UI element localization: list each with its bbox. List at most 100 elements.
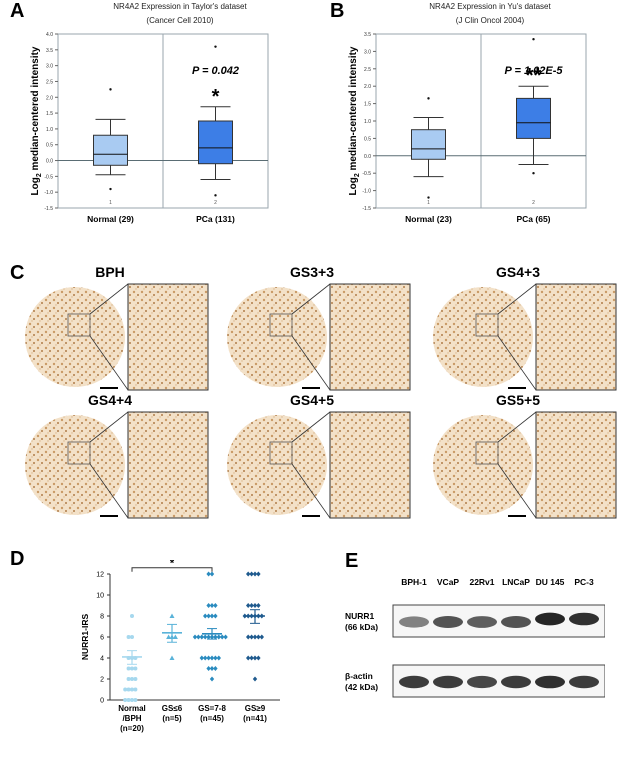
d-point — [256, 571, 261, 577]
e-lane-label: 22Rv1 — [469, 577, 494, 587]
panel-letter-a: A — [10, 0, 25, 22]
b-box — [516, 97, 551, 139]
d-point — [123, 687, 128, 692]
d-point — [130, 687, 134, 692]
e-band — [569, 612, 599, 626]
d-point — [213, 634, 218, 640]
e-band — [399, 675, 429, 689]
e-band — [535, 612, 565, 626]
tma-core-figure — [433, 283, 617, 391]
panel-letter-b: B — [330, 0, 345, 22]
e-band — [433, 675, 463, 689]
tma-core-figure — [25, 283, 209, 391]
e-lane-label: PC-3 — [574, 577, 594, 587]
b-outlier — [532, 38, 535, 41]
tma-core — [433, 415, 533, 515]
a-outlier — [214, 194, 217, 197]
b-ytick-label: 0.5 — [364, 136, 371, 142]
d-point — [252, 655, 258, 661]
e-lane-label: DU 145 — [536, 577, 565, 587]
d-point — [249, 571, 254, 577]
a-ytick-label: 1.5 — [46, 111, 53, 117]
tma-zoom-inset — [535, 411, 617, 519]
d-point — [213, 655, 218, 661]
d-point — [130, 635, 134, 639]
tma-label: GS4+3 — [496, 264, 540, 280]
tma-zoom-line — [497, 335, 537, 391]
tma-zoom-line — [291, 283, 331, 315]
b-group-label: Normal (23) — [405, 214, 452, 224]
e-lane-label: VCaP — [437, 577, 460, 587]
e-band — [535, 675, 565, 689]
d-point — [130, 666, 134, 671]
d-point — [206, 634, 211, 640]
tma-zoom-line — [291, 335, 331, 391]
a-box — [198, 120, 233, 165]
panel-a-subtitle: (Cancer Cell 2010) — [146, 16, 214, 25]
d-point — [126, 687, 131, 692]
d-point — [209, 666, 215, 671]
box-plot-a: -1.5 -1.0 -0.5 0.0 0.5 1.0 1.5 2.0 2.5 3.0 3.5 4.0 L… — [30, 32, 269, 224]
scatter-plot-d: 024681012NURR1-IRSNormal/BPH(n=20)GS≤6(n… — [80, 560, 280, 733]
d-point — [252, 634, 258, 640]
b-index-label: 1 — [427, 200, 430, 206]
d-point — [192, 634, 198, 640]
d-point — [216, 655, 221, 661]
a-ytick-label: 2.0 — [46, 95, 53, 101]
e-blot-membrane — [392, 604, 605, 638]
b-ytick-label: 1.5 — [364, 102, 371, 108]
tma-zoom-inset — [329, 283, 411, 391]
western-blot-e: BPH-1 VCaP 22Rv1 LNCaP DU 145 PC-3 NURR1(66 kD… — [345, 577, 605, 698]
d-category-label: GS≤6 — [162, 704, 183, 713]
d-point — [169, 613, 175, 618]
e-band — [501, 616, 531, 628]
a-ytick-label: 4.0 — [46, 32, 53, 38]
d-point — [206, 603, 211, 608]
d-ytick-label: 8 — [100, 614, 104, 621]
tma-label: GS5+5 — [496, 392, 540, 408]
tma-core — [25, 415, 125, 515]
tma-zoom-line — [89, 283, 129, 315]
d-category-label: (n=45) — [200, 714, 224, 723]
d-point — [213, 603, 218, 608]
b-ytick-label: 2.5 — [364, 67, 371, 73]
a-pvalue: P = 0.042 — [192, 65, 239, 77]
d-point — [209, 603, 215, 608]
tma-zoom-inset — [329, 411, 411, 519]
a-ytick-label: 1.0 — [46, 127, 53, 133]
d-point — [133, 677, 138, 681]
a-index-label: 1 — [109, 200, 112, 206]
tma-label: GS4+4 — [88, 392, 132, 408]
a-ytick-label: -0.5 — [44, 174, 53, 180]
d-point — [126, 677, 131, 681]
d-ytick-label: 6 — [100, 635, 104, 642]
d-point — [130, 614, 134, 618]
d-point — [246, 634, 251, 640]
d-point — [126, 698, 131, 702]
d-point — [256, 655, 261, 661]
b-ytick-label: 1.0 — [364, 119, 371, 125]
tma-roi-box — [475, 441, 499, 465]
d-point — [242, 613, 247, 619]
d-point — [252, 571, 258, 577]
tma-core-figure — [227, 411, 411, 519]
d-point — [133, 687, 138, 692]
b-ytick-label: -1.5 — [362, 206, 371, 212]
a-index-label: 2 — [214, 200, 217, 206]
d-ytick-label: 0 — [100, 698, 104, 705]
tma-core — [227, 287, 327, 387]
tma-roi-box — [269, 313, 293, 337]
tma-zoom-line — [291, 411, 331, 443]
d-point — [249, 634, 254, 640]
d-point — [220, 634, 225, 640]
d-point — [252, 676, 258, 682]
a-ytick-label: 3.5 — [46, 48, 53, 54]
d-point — [169, 655, 175, 660]
d-point — [216, 634, 221, 640]
b-ytick-label: 3.0 — [364, 49, 371, 55]
d-point — [256, 634, 261, 640]
b-ytick-label: 2.0 — [364, 84, 371, 90]
b-group-label: PCa (65) — [516, 214, 550, 224]
tma-label: BPH — [95, 264, 125, 280]
d-ytick-label: 10 — [96, 593, 104, 600]
